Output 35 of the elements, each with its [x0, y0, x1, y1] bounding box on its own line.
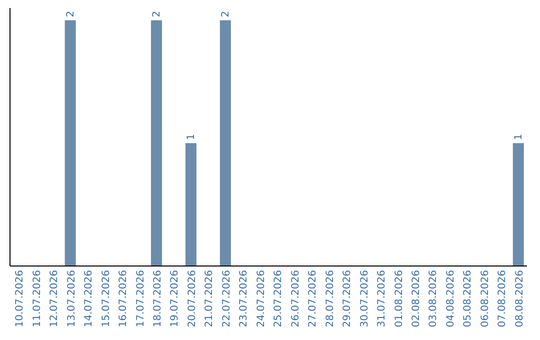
x-tick-label: 08.08.2026 [514, 270, 526, 328]
x-tick-label: 26.07.2026 [290, 270, 302, 328]
x-tick-label: 10.07.2026 [14, 270, 26, 328]
x-tick-label: 19.07.2026 [170, 270, 181, 328]
x-tick-label: 29.07.2026 [342, 270, 354, 328]
x-tick-label: 31.07.2026 [376, 270, 388, 328]
x-tick-label: 11.07.2026 [32, 270, 43, 328]
x-tick-label: 22.07.2026 [221, 270, 232, 328]
data-label: 1 [186, 134, 197, 140]
x-tick-label: 01.08.2026 [394, 270, 405, 328]
x-tick-label: 03.08.2026 [428, 270, 440, 328]
x-tick-label: 07.08.2026 [497, 270, 508, 328]
x-tick-label: 12.07.2026 [49, 270, 60, 328]
x-tick-label: 25.07.2026 [273, 270, 284, 328]
x-tick-label: 06.08.2026 [480, 270, 491, 328]
data-label: 2 [220, 10, 232, 18]
x-tick-label: 02.08.2026 [410, 270, 422, 328]
x-tick-label: 13.07.2026 [66, 270, 78, 328]
data-label: 2 [65, 10, 76, 18]
x-tick-label: 30.07.2026 [359, 270, 370, 328]
data-label: 2 [151, 10, 162, 18]
x-tick-label: 15.07.2026 [100, 270, 112, 328]
x-tick-label: 16.07.2026 [118, 270, 130, 328]
x-tick-label: 24.07.2026 [256, 270, 267, 328]
x-tick-label: 04.08.2026 [445, 270, 456, 328]
x-tick-label: 05.08.2026 [462, 270, 474, 328]
x-tick-label: 23.07.2026 [238, 270, 250, 328]
x-tick-label: 27.07.2026 [308, 270, 319, 328]
x-tick-label: 28.07.2026 [324, 270, 336, 328]
x-tick-label: 20.07.2026 [186, 270, 198, 328]
data-label: 1 [513, 134, 524, 140]
x-tick-label: 14.07.2026 [84, 270, 95, 328]
x-tick-label: 17.07.2026 [135, 270, 146, 328]
x-tick-label: 18.07.2026 [152, 270, 164, 328]
x-tick-label: 21.07.2026 [204, 270, 216, 328]
